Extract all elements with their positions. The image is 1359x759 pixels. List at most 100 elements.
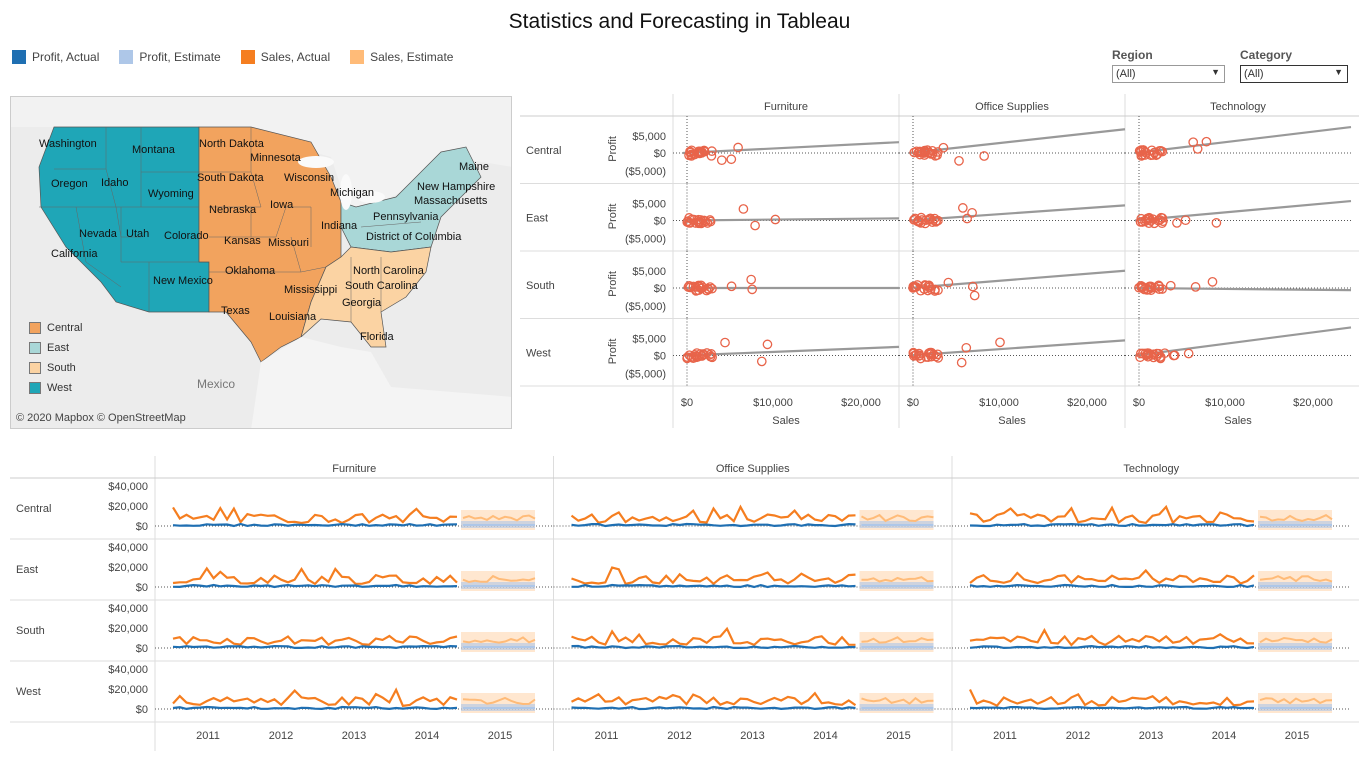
scatter-point[interactable] <box>683 282 694 292</box>
scatter-point[interactable] <box>954 155 964 166</box>
scatter-point[interactable] <box>1165 280 1176 291</box>
scatter-matrix[interactable]: Furniture Office Supplies Technology Centra… <box>520 94 1359 434</box>
scatter-point[interactable] <box>1134 282 1144 293</box>
scatter-point[interactable] <box>716 155 727 166</box>
region-legend-item[interactable]: Central <box>29 318 82 338</box>
scatter-point[interactable] <box>1153 280 1164 291</box>
scatter-point[interactable] <box>909 281 920 292</box>
scatter-point[interactable] <box>706 150 717 161</box>
scatter-point[interactable] <box>762 339 773 350</box>
scatter-point[interactable] <box>1172 218 1182 228</box>
scatter-point[interactable] <box>688 351 699 362</box>
scatter-point[interactable] <box>720 337 730 348</box>
scatter-point[interactable] <box>995 337 1005 348</box>
scatter-point[interactable] <box>702 218 713 228</box>
scatter-point[interactable] <box>1135 348 1146 359</box>
scatter-point[interactable] <box>922 145 933 155</box>
scatter-point[interactable] <box>929 213 940 224</box>
scatter-point[interactable] <box>961 342 972 353</box>
scatter-point[interactable] <box>1144 281 1155 292</box>
scatter-point[interactable] <box>686 145 697 156</box>
scatter-point[interactable] <box>1207 276 1218 287</box>
scatter-point[interactable] <box>738 204 749 214</box>
scatter-point[interactable] <box>967 281 978 292</box>
scatter-point[interactable] <box>924 282 935 293</box>
scatter-point[interactable] <box>1152 348 1162 359</box>
region-legend-item[interactable]: South <box>29 358 82 378</box>
scatter-point[interactable] <box>686 149 696 160</box>
scatter-point[interactable] <box>699 215 710 226</box>
scatter-point[interactable] <box>756 356 767 367</box>
scatter-point[interactable] <box>1136 282 1147 293</box>
scatter-point[interactable] <box>962 213 972 224</box>
scatter-point[interactable] <box>928 349 939 360</box>
scatter-point[interactable] <box>684 280 695 291</box>
scatter-point[interactable] <box>733 142 743 153</box>
scatter-point[interactable] <box>682 353 692 364</box>
scatter-point[interactable] <box>746 274 757 285</box>
scatter-point[interactable] <box>1135 147 1146 157</box>
scatter-point[interactable] <box>694 282 705 292</box>
scatter-point[interactable] <box>726 154 737 165</box>
scatter-point[interactable] <box>705 215 715 225</box>
scatter-point[interactable] <box>969 290 980 301</box>
scatter-point[interactable] <box>700 216 711 227</box>
scatter-point[interactable] <box>1141 214 1152 225</box>
map-credit[interactable]: © 2020 Mapbox © OpenStreetMap <box>16 412 186 424</box>
scatter-point[interactable] <box>910 213 921 224</box>
scatter-point[interactable] <box>1211 218 1222 228</box>
scatter-point[interactable] <box>925 349 936 360</box>
legend-item-profit-estimate[interactable]: Profit, Estimate <box>119 50 221 64</box>
scatter-point[interactable] <box>726 281 737 292</box>
region-map[interactable]: Washington Montana Oregon Idaho Wyoming … <box>10 96 512 429</box>
legend-item-sales-estimate[interactable]: Sales, Estimate <box>350 50 453 64</box>
scatter-point[interactable] <box>915 149 925 160</box>
scatter-point[interactable] <box>1201 136 1212 147</box>
scatter-point[interactable] <box>1180 215 1191 226</box>
region-legend-item[interactable]: East <box>29 338 82 358</box>
scatter-point[interactable] <box>932 349 943 360</box>
scatter-point[interactable] <box>1190 282 1201 292</box>
scatter-point[interactable] <box>923 352 934 362</box>
region-legend-item[interactable]: West <box>29 378 82 398</box>
scatter-point[interactable] <box>1149 218 1160 229</box>
scatter-point[interactable] <box>916 147 927 157</box>
scatter-point[interactable] <box>1140 146 1150 157</box>
scatter-point[interactable] <box>695 216 705 227</box>
scatter-point[interactable] <box>943 277 954 288</box>
region-select[interactable]: (All) ▼ <box>1112 65 1225 83</box>
scatter-point[interactable] <box>932 150 942 161</box>
scatter-point[interactable] <box>1168 350 1179 361</box>
scatter-point[interactable] <box>1158 216 1168 227</box>
scatter-point[interactable] <box>917 215 927 225</box>
legend-item-sales-actual[interactable]: Sales, Actual <box>240 50 330 64</box>
scatter-point[interactable] <box>1192 144 1203 154</box>
scatter-point[interactable] <box>707 283 717 294</box>
scatter-point[interactable] <box>925 284 936 295</box>
scatter-point[interactable] <box>747 284 758 295</box>
scatter-point[interactable] <box>696 218 707 229</box>
region-south[interactable] <box>300 246 432 348</box>
scatter-point[interactable] <box>938 142 949 153</box>
scatter-point[interactable] <box>706 146 717 156</box>
scatter-point[interactable] <box>1139 284 1150 295</box>
scatter-point[interactable] <box>1154 145 1165 156</box>
scatter-point[interactable] <box>956 357 967 368</box>
scatter-point[interactable] <box>1188 137 1199 148</box>
scatter-point[interactable] <box>696 147 707 157</box>
scatter-point[interactable] <box>913 147 924 158</box>
category-select[interactable]: (All) ▼ <box>1240 65 1348 83</box>
scatter-point[interactable] <box>1142 213 1153 224</box>
scatter-point[interactable] <box>1154 284 1165 295</box>
scatter-point[interactable] <box>770 214 781 225</box>
scatter-point[interactable] <box>909 147 920 158</box>
scatter-point[interactable] <box>914 348 924 359</box>
scatter-point[interactable] <box>957 203 968 213</box>
scatter-point[interactable] <box>698 350 709 360</box>
scatter-point[interactable] <box>979 151 990 161</box>
scatter-point[interactable] <box>750 220 760 231</box>
scatter-point[interactable] <box>1141 350 1152 361</box>
scatter-point[interactable] <box>1138 145 1149 155</box>
scatter-point[interactable] <box>1183 348 1194 359</box>
scatter-point[interactable] <box>699 146 710 157</box>
